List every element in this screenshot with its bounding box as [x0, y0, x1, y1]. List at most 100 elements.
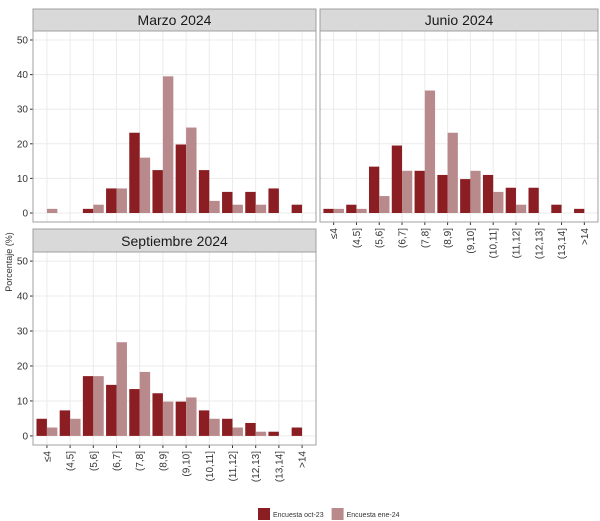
strip-title: Septiembre 2024	[121, 233, 228, 249]
x-tick-label: (6,7]	[398, 228, 409, 248]
legend-swatch	[258, 508, 270, 520]
x-tick-label: (10,11]	[489, 228, 500, 259]
x-tick-label: (12,13]	[251, 451, 262, 482]
x-tick-label: (13,14]	[557, 228, 568, 259]
bar	[59, 410, 71, 436]
strip	[32, 228, 317, 253]
bar	[402, 170, 413, 214]
legend-label: Encuesta ene-24	[347, 512, 400, 519]
x-tick-label: (8,9]	[158, 451, 169, 471]
bar	[175, 144, 187, 214]
x-tick-label: (9,10]	[466, 228, 477, 254]
x-tick-label: (13,14]	[274, 451, 285, 482]
bar	[268, 431, 279, 436]
bar	[93, 376, 104, 436]
strip	[32, 8, 317, 32]
bar	[186, 397, 197, 436]
bar	[46, 208, 58, 214]
bar	[129, 132, 140, 214]
bar	[93, 204, 104, 214]
bar	[356, 208, 367, 214]
x-tick-label: (7,8]	[420, 228, 431, 248]
bar	[460, 179, 471, 214]
bar	[198, 170, 210, 214]
legend-label: Encuesta oct-23	[273, 512, 324, 519]
bar	[368, 166, 380, 214]
bar	[139, 157, 151, 214]
bar	[255, 204, 267, 214]
bar	[391, 145, 403, 214]
panel-background	[33, 252, 316, 445]
bar	[82, 376, 94, 436]
bar	[175, 401, 187, 436]
y-tick-label: 30	[17, 105, 29, 116]
bar	[106, 188, 117, 214]
bar	[198, 410, 210, 436]
bar	[209, 200, 220, 214]
bar	[255, 431, 267, 436]
strip-title: Junio 2024	[425, 12, 494, 28]
x-tick-label: (4,5]	[352, 228, 363, 248]
x-tick-label: (7,8]	[135, 451, 146, 471]
bar	[379, 196, 390, 214]
bar	[162, 401, 174, 436]
strip-title: Marzo 2024	[138, 12, 212, 28]
x-tick-label: (10,11]	[205, 451, 216, 482]
x-tick-label: >14	[298, 451, 309, 468]
y-tick-label: 0	[22, 431, 28, 442]
x-tick-label: (8,9]	[443, 228, 454, 248]
legend-swatch	[331, 508, 344, 520]
x-tick-label: ≤4	[42, 451, 53, 462]
bar	[437, 174, 448, 214]
y-tick-label: 20	[17, 361, 29, 372]
bar	[482, 174, 494, 214]
x-tick-label: (11,12]	[511, 228, 522, 259]
x-tick-label: (9,10]	[182, 451, 193, 477]
y-tick-label: 40	[17, 70, 29, 81]
strip	[319, 8, 599, 32]
bar	[232, 204, 243, 214]
bar	[82, 208, 94, 214]
bar	[152, 393, 163, 436]
bar	[505, 187, 516, 214]
x-tick-label: (6,7]	[112, 451, 123, 471]
x-tick-label: (11,12]	[228, 451, 239, 482]
y-axis-label: Porcentaje (%)	[4, 232, 14, 292]
bar	[129, 389, 140, 436]
bar	[46, 427, 58, 436]
bar	[528, 187, 539, 214]
bar	[333, 208, 344, 214]
bar	[424, 90, 436, 214]
bar	[222, 418, 233, 436]
bar	[470, 170, 481, 214]
bar	[515, 204, 527, 214]
bar	[209, 418, 220, 436]
bar	[346, 204, 357, 214]
x-tick-label: ≤4	[329, 228, 340, 239]
panel-background	[320, 31, 598, 222]
x-tick-label: (5,6]	[375, 228, 386, 248]
y-tick-label: 30	[17, 327, 29, 338]
bar	[232, 427, 243, 436]
bar	[245, 191, 256, 214]
bar	[323, 208, 334, 214]
y-tick-label: 10	[17, 174, 29, 185]
bar	[447, 132, 458, 214]
bar	[245, 422, 256, 436]
bar	[551, 204, 562, 214]
bar	[162, 76, 174, 214]
bar	[222, 191, 233, 214]
bar	[116, 342, 127, 436]
bar	[139, 371, 151, 436]
bar	[291, 204, 303, 214]
y-tick-label: 40	[17, 292, 29, 303]
bar	[36, 418, 47, 436]
y-tick-label: 20	[17, 139, 29, 150]
bar	[116, 188, 127, 214]
bar	[186, 127, 197, 214]
x-tick-label: >14	[580, 228, 591, 245]
bar	[493, 191, 504, 214]
bar	[291, 427, 303, 436]
bar	[574, 208, 585, 214]
